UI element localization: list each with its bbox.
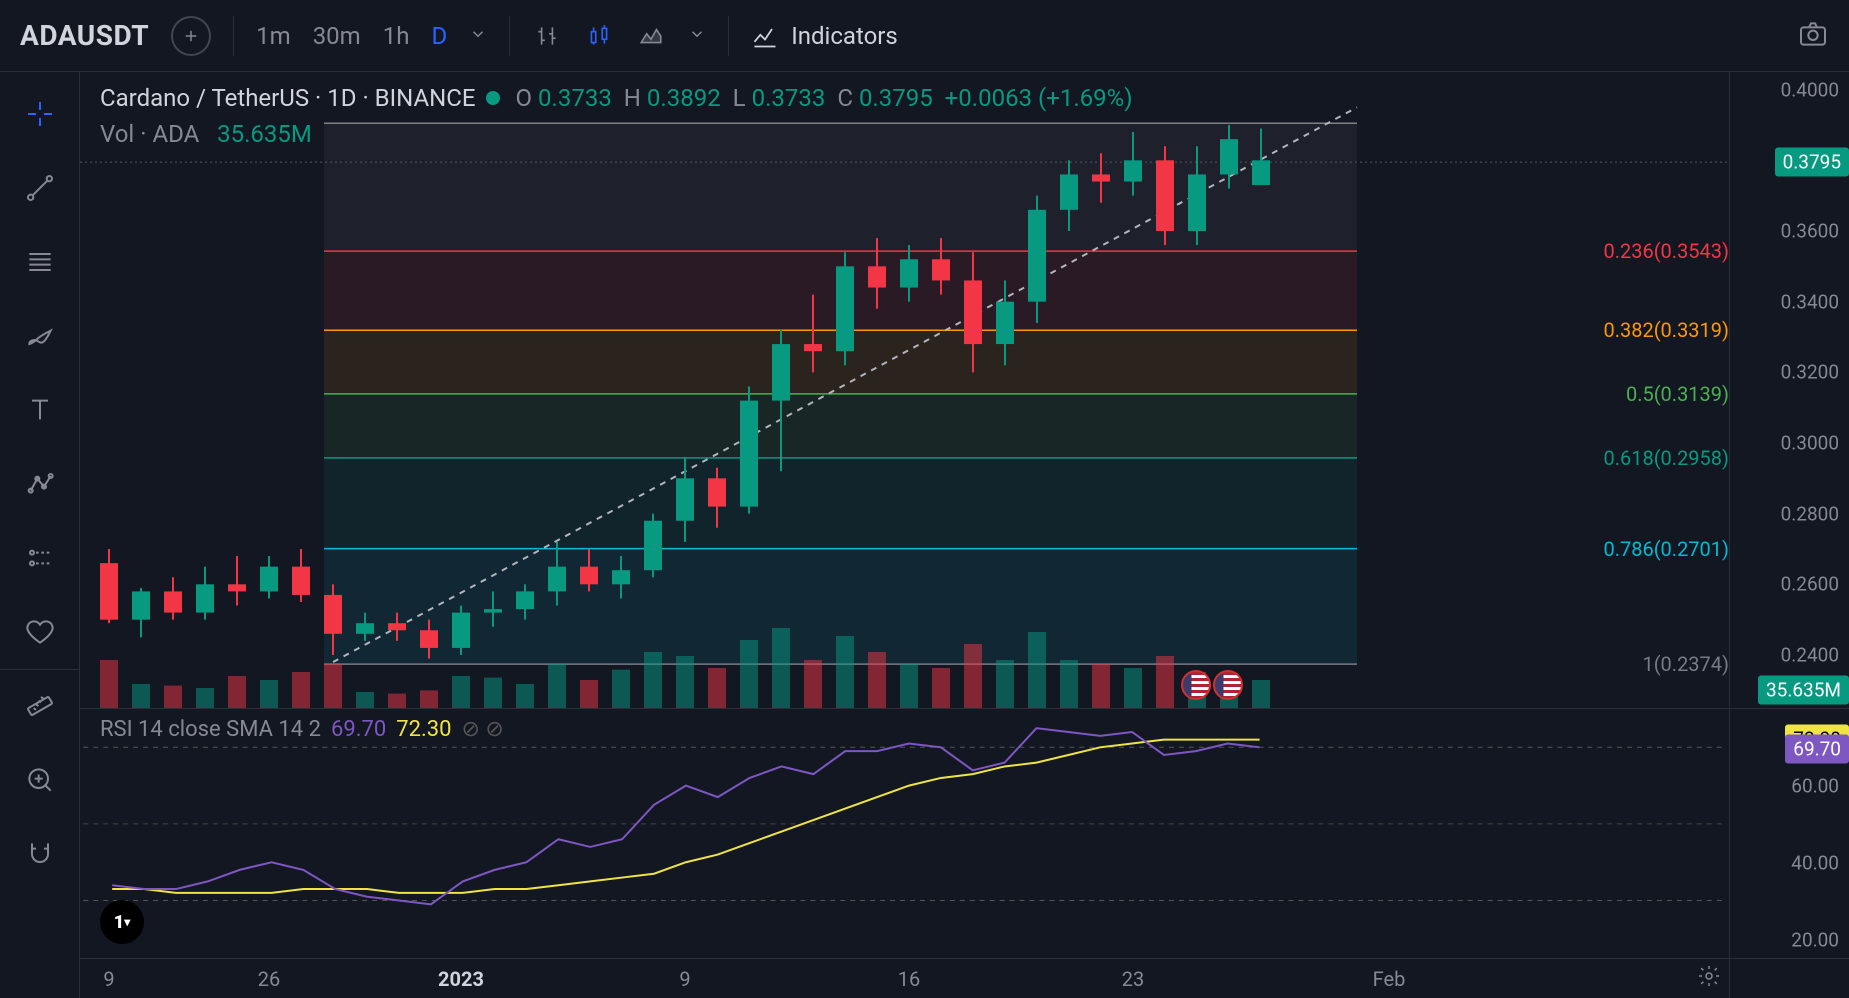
divider: [509, 16, 510, 56]
us-flag-icon[interactable]: [1181, 670, 1211, 700]
favorites-tool[interactable]: [18, 610, 62, 654]
volume-value: 35.635M: [217, 120, 312, 148]
status-dot-icon: [486, 91, 500, 105]
pattern-tool[interactable]: [18, 462, 62, 506]
add-symbol-button[interactable]: [171, 16, 211, 56]
fib-tool[interactable]: [18, 240, 62, 284]
crosshair-tool[interactable]: [18, 92, 62, 136]
magnet-tool[interactable]: [18, 832, 62, 876]
timeframe-dropdown[interactable]: [469, 25, 487, 47]
rsi-pane[interactable]: RSI 14 close SMA 14 2 69.70 72.30 ⊘ ⊘ 1▾…: [80, 708, 1849, 958]
indicators-button[interactable]: Indicators: [751, 22, 898, 50]
top-toolbar: ADAUSDT 1m 30m 1h D Indicators: [0, 0, 1849, 72]
timeframe-1h[interactable]: 1h: [383, 22, 410, 50]
price-tick: 0.3600: [1781, 220, 1839, 243]
price-tick: 0.2400: [1781, 644, 1839, 667]
time-label: 9: [679, 967, 690, 991]
time-label: 16: [898, 967, 920, 991]
current-price-badge: 0.3795: [1775, 148, 1849, 177]
price-chart-pane[interactable]: Cardano / TetherUS · 1D · BINANCE O0.373…: [80, 72, 1849, 708]
divider: [233, 16, 234, 56]
time-axis[interactable]: 9 26 2023 9 16 23 Feb: [80, 958, 1849, 998]
us-flag-icon[interactable]: [1213, 670, 1243, 700]
price-plot: [80, 72, 1729, 708]
rsi-value-badge: 69.70: [1785, 734, 1849, 763]
snapshot-button[interactable]: [1797, 18, 1829, 54]
divider: [728, 16, 729, 56]
ohlc-readout: O0.3733 H0.3892 L0.3733 C0.3795 +0.0063 …: [510, 84, 1133, 112]
price-tick: 0.3400: [1781, 290, 1839, 313]
brush-tool[interactable]: [18, 314, 62, 358]
time-label: 23: [1122, 967, 1144, 991]
price-tick: 0.2600: [1781, 573, 1839, 596]
price-tick: 0.4000: [1781, 78, 1839, 101]
rsi-value: 69.70: [331, 717, 386, 742]
volume-label: Vol · ADA: [100, 120, 199, 148]
price-tick: 0.2800: [1781, 502, 1839, 525]
forecast-tool[interactable]: [18, 536, 62, 580]
ruler-tool[interactable]: [18, 684, 62, 728]
time-label: Feb: [1373, 967, 1406, 991]
tradingview-logo[interactable]: 1▾: [100, 900, 144, 944]
area-style-icon[interactable]: [636, 21, 666, 51]
timeframe-30m[interactable]: 30m: [313, 22, 361, 50]
price-y-axis[interactable]: 0.4000 0.3600 0.3400 0.3200 0.3000 0.2800 0.26…: [1729, 72, 1849, 708]
rsi-tick: 20.00: [1791, 928, 1839, 951]
price-tick: 0.3200: [1781, 361, 1839, 384]
rsi-legend: RSI 14 close SMA 14 2 69.70 72.30 ⊘ ⊘: [100, 717, 504, 742]
bar-style-icon[interactable]: [532, 21, 562, 51]
rsi-y-axis[interactable]: 72.3069.7060.0040.0020.00: [1729, 709, 1849, 958]
rsi-tick: 40.00: [1791, 851, 1839, 874]
timeframe-1m[interactable]: 1m: [256, 22, 291, 50]
timeframe-D[interactable]: D: [431, 22, 447, 50]
zoom-tool[interactable]: [18, 758, 62, 802]
time-label: 26: [258, 967, 280, 991]
price-tick: 0.3000: [1781, 432, 1839, 455]
text-tool[interactable]: [18, 388, 62, 432]
chart-legend: Cardano / TetherUS · 1D · BINANCE O0.373…: [100, 84, 1133, 148]
indicators-label: Indicators: [791, 22, 898, 50]
left-toolbar: [0, 72, 80, 998]
rsi-tick: 60.00: [1791, 774, 1839, 797]
candle-style-icon[interactable]: [584, 21, 614, 51]
time-label: 2023: [438, 967, 484, 991]
chart-style-dropdown[interactable]: [688, 25, 706, 47]
settings-gear-icon[interactable]: [1697, 964, 1721, 992]
volume-badge: 35.635M: [1758, 676, 1849, 705]
chart-title: Cardano / TetherUS · 1D · BINANCE: [100, 84, 476, 112]
rsi-plot: [80, 709, 1729, 958]
time-label: 9: [103, 967, 114, 991]
rsi-label: RSI 14 close SMA 14 2: [100, 717, 321, 742]
rsi-sma-value: 72.30: [396, 717, 451, 742]
event-flags[interactable]: [1181, 670, 1243, 700]
trendline-tool[interactable]: [18, 166, 62, 210]
symbol-name[interactable]: ADAUSDT: [20, 19, 149, 52]
